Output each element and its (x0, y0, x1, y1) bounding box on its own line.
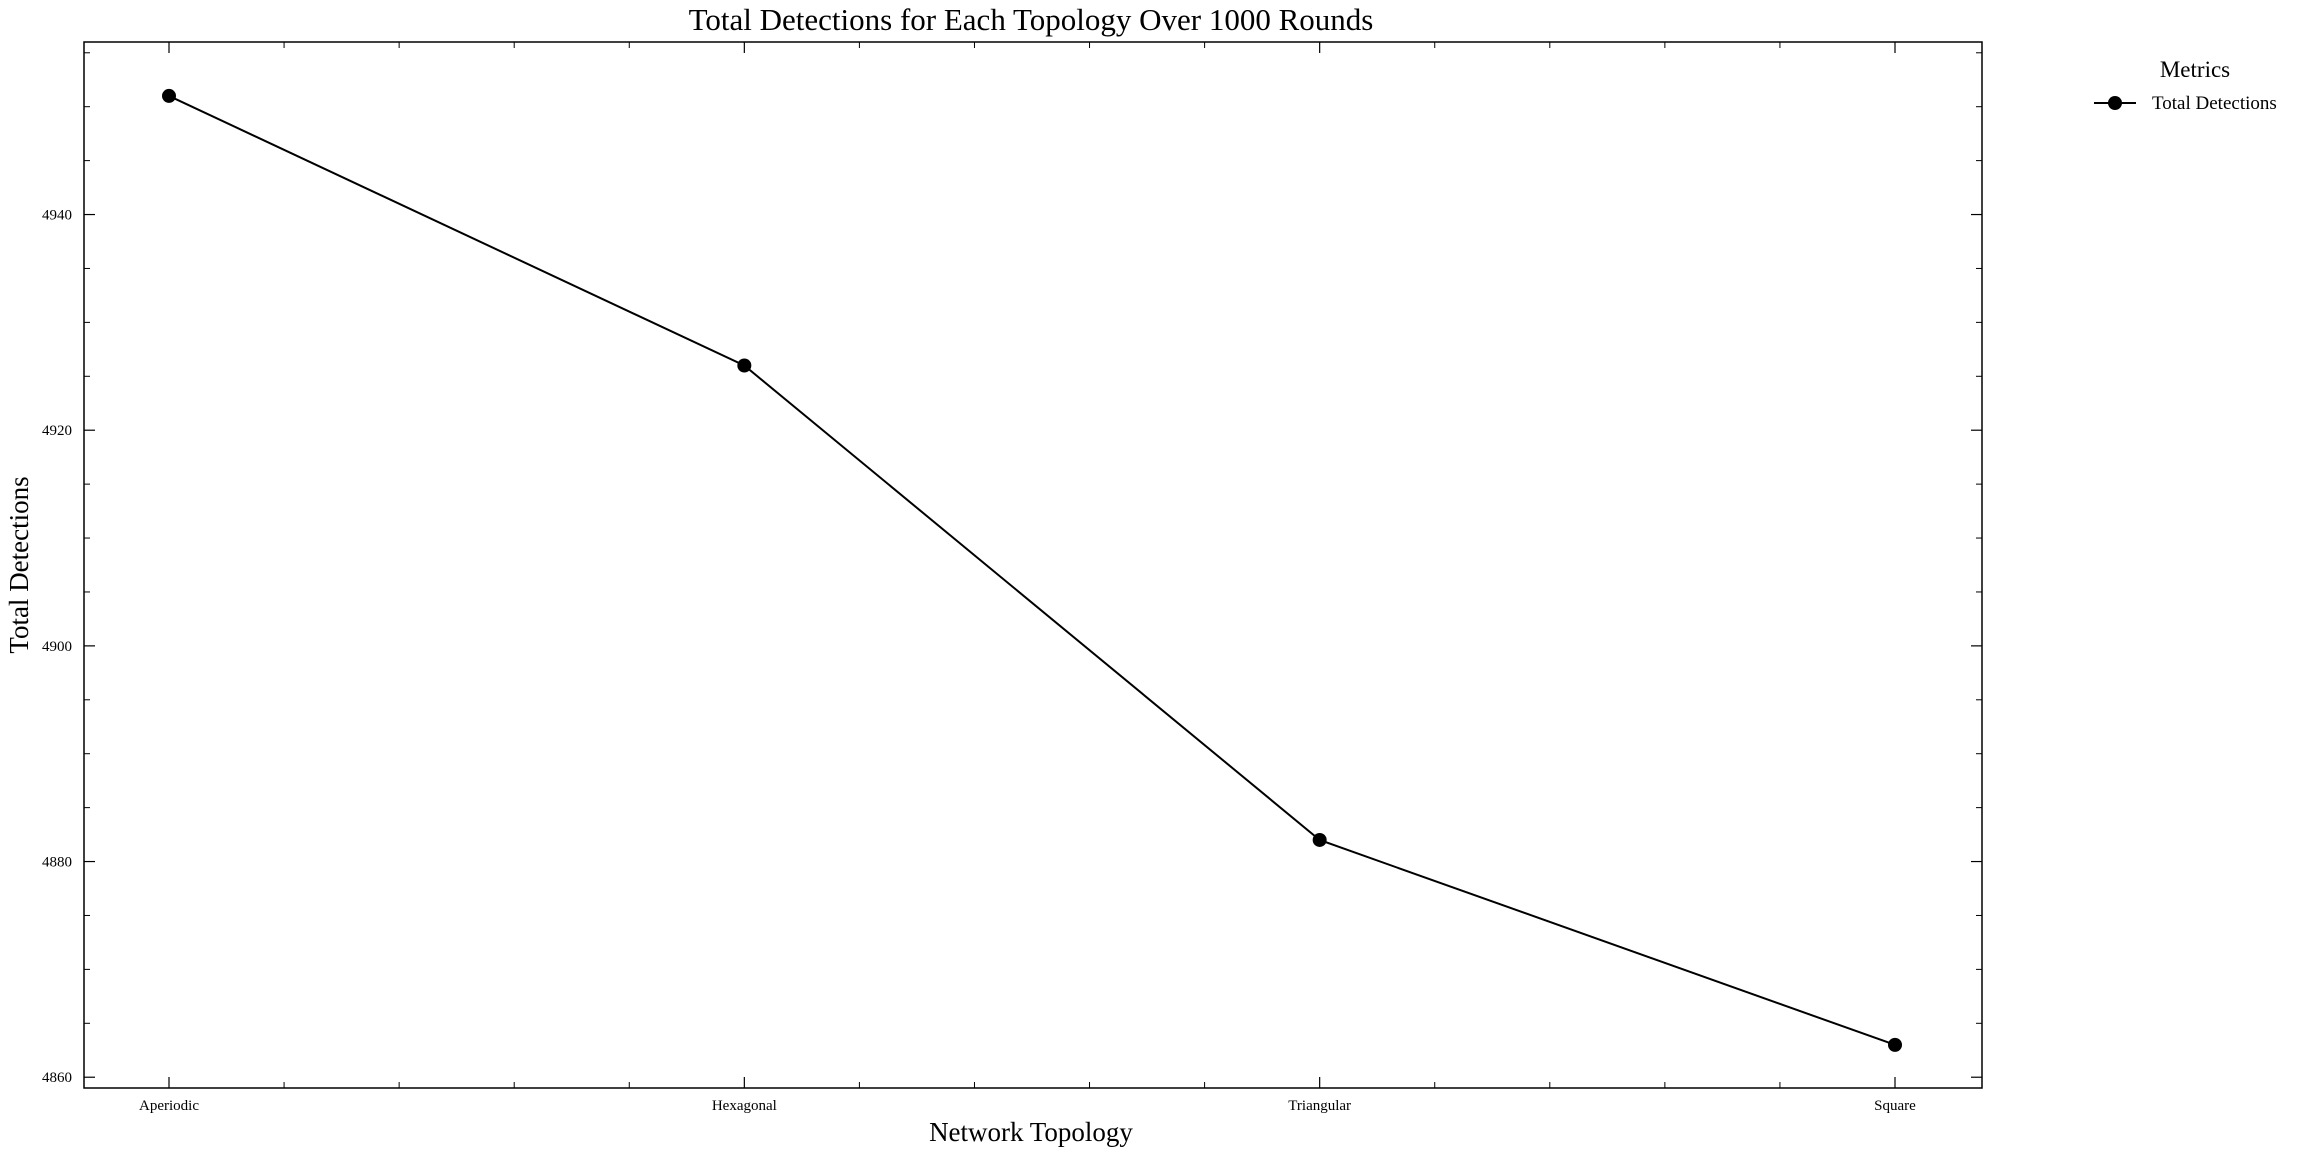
legend-entry-label: Total Detections (2152, 93, 2277, 114)
axis-ticks (84, 42, 1982, 1088)
y-tick-label: 4940 (42, 208, 72, 224)
y-axis-label: Total Detections (4, 476, 34, 653)
x-axis-label: Network Topology (929, 1117, 1133, 1147)
data-point (1312, 832, 1327, 847)
data-point (737, 358, 752, 373)
x-tick-label: Hexagonal (712, 1098, 777, 1114)
y-tick-label: 4920 (42, 423, 72, 439)
y-tick-label: 4900 (42, 639, 72, 655)
x-tick-label: Triangular (1288, 1098, 1351, 1114)
x-tick-label: Square (1874, 1098, 1916, 1114)
plot-frame (83, 41, 1983, 1089)
chart-title: Total Detections for Each Topology Over … (689, 2, 1374, 37)
x-tick-labels: Aperiodic Hexagonal Triangular Square (139, 1098, 1916, 1114)
legend: Metrics Total Detections (2094, 57, 2277, 114)
data-point (162, 88, 176, 103)
legend-marker (2108, 96, 2122, 110)
x-tick-label: Aperiodic (139, 1098, 199, 1114)
y-tick-label: 4860 (42, 1070, 72, 1086)
legend-title: Metrics (2160, 57, 2230, 82)
y-tick-labels: 4860 4880 4900 4920 4940 (42, 208, 72, 1087)
series-line (168, 95, 1896, 1046)
series-layer (162, 88, 1902, 1052)
y-tick-label: 4880 (42, 855, 72, 871)
data-point (1888, 1037, 1902, 1052)
legend-entries: Total Detections (2094, 93, 2277, 114)
